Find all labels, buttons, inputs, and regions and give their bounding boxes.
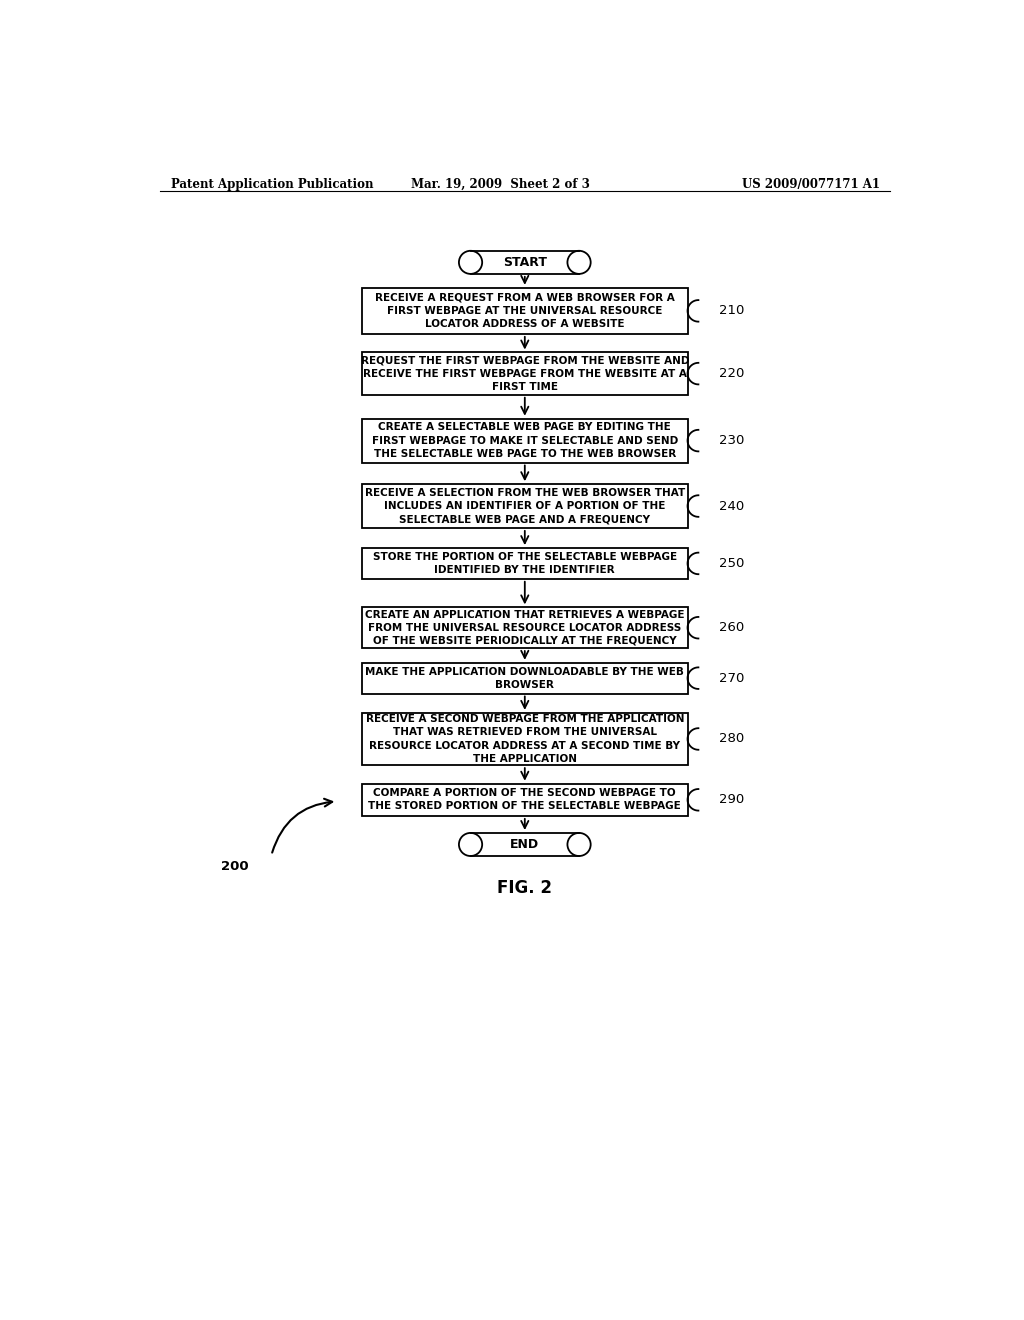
Text: START: START	[503, 256, 547, 269]
Text: US 2009/0077171 A1: US 2009/0077171 A1	[741, 178, 880, 190]
Text: RECEIVE A SELECTION FROM THE WEB BROWSER THAT
INCLUDES AN IDENTIFIER OF A PORTIO: RECEIVE A SELECTION FROM THE WEB BROWSER…	[365, 488, 685, 524]
Ellipse shape	[459, 251, 482, 275]
Text: 250: 250	[719, 557, 743, 570]
Text: END: END	[510, 838, 540, 851]
Bar	[362, 663, 687, 693]
Bar	[362, 418, 687, 462]
Text: 210: 210	[719, 305, 743, 317]
Text: Patent Application Publication: Patent Application Publication	[171, 178, 373, 190]
Text: 260: 260	[719, 622, 743, 634]
Ellipse shape	[567, 251, 591, 275]
Text: FIG. 2: FIG. 2	[498, 879, 552, 898]
Text: RECEIVE A REQUEST FROM A WEB BROWSER FOR A
FIRST WEBPAGE AT THE UNIVERSAL RESOUR: RECEIVE A REQUEST FROM A WEB BROWSER FOR…	[375, 293, 675, 329]
Text: RECEIVE A SECOND WEBPAGE FROM THE APPLICATION
THAT WAS RETRIEVED FROM THE UNIVER: RECEIVE A SECOND WEBPAGE FROM THE APPLIC…	[366, 714, 684, 764]
Text: 200: 200	[220, 861, 248, 874]
Text: Mar. 19, 2009  Sheet 2 of 3: Mar. 19, 2009 Sheet 2 of 3	[411, 178, 590, 190]
Bar	[362, 484, 687, 528]
Text: 220: 220	[719, 367, 743, 380]
Text: CREATE A SELECTABLE WEB PAGE BY EDITING THE
FIRST WEBPAGE TO MAKE IT SELECTABLE : CREATE A SELECTABLE WEB PAGE BY EDITING …	[372, 422, 678, 459]
Bar	[362, 713, 687, 766]
Bar	[471, 833, 579, 857]
Bar	[362, 352, 687, 395]
Bar	[362, 784, 687, 816]
Text: 280: 280	[719, 733, 743, 746]
Text: 290: 290	[719, 793, 743, 807]
Text: CREATE AN APPLICATION THAT RETRIEVES A WEBPAGE
FROM THE UNIVERSAL RESOURCE LOCAT: CREATE AN APPLICATION THAT RETRIEVES A W…	[365, 610, 685, 645]
Text: 240: 240	[719, 499, 743, 512]
Text: 270: 270	[719, 672, 743, 685]
Ellipse shape	[459, 833, 482, 857]
Bar	[471, 251, 579, 275]
Text: 230: 230	[719, 434, 743, 447]
Ellipse shape	[567, 833, 591, 857]
Text: STORE THE PORTION OF THE SELECTABLE WEBPAGE
IDENTIFIED BY THE IDENTIFIER: STORE THE PORTION OF THE SELECTABLE WEBP…	[373, 552, 677, 576]
Bar	[362, 607, 687, 648]
Text: MAKE THE APPLICATION DOWNLOADABLE BY THE WEB
BROWSER: MAKE THE APPLICATION DOWNLOADABLE BY THE…	[366, 667, 684, 690]
Bar	[362, 548, 687, 579]
Text: COMPARE A PORTION OF THE SECOND WEBPAGE TO
THE STORED PORTION OF THE SELECTABLE : COMPARE A PORTION OF THE SECOND WEBPAGE …	[369, 788, 681, 812]
Text: REQUEST THE FIRST WEBPAGE FROM THE WEBSITE AND
RECEIVE THE FIRST WEBPAGE FROM TH: REQUEST THE FIRST WEBPAGE FROM THE WEBSI…	[360, 355, 689, 392]
Bar	[362, 288, 687, 334]
